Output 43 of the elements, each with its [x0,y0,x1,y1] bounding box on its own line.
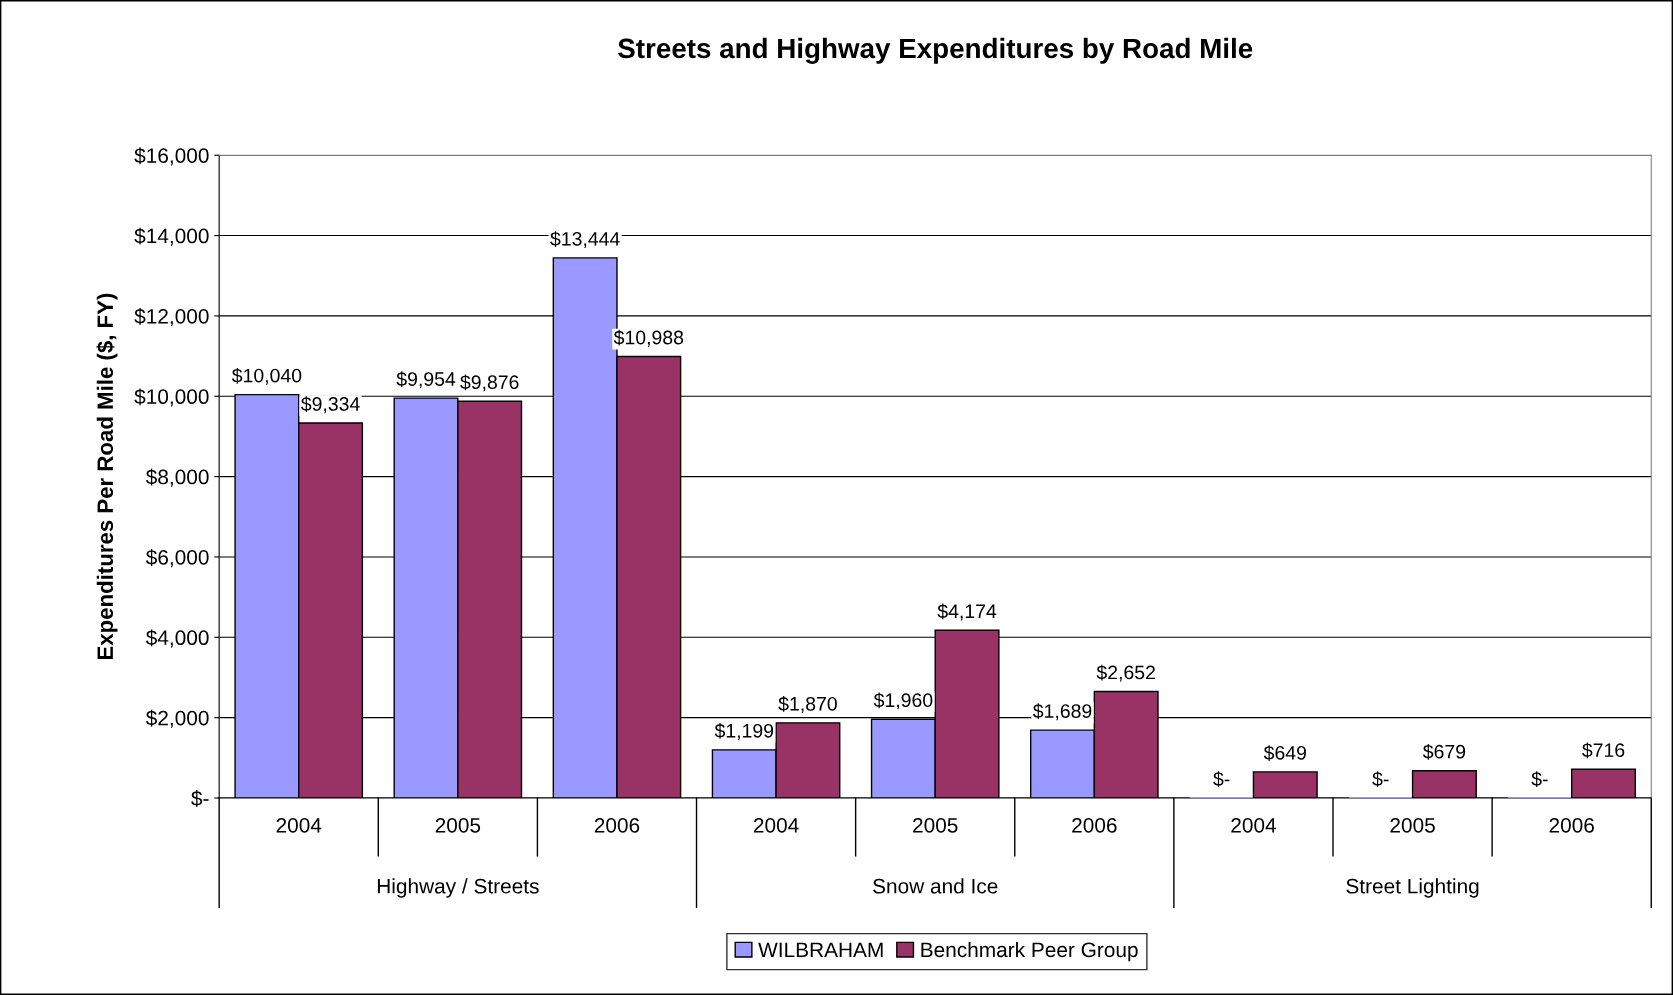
legend-label: Benchmark Peer Group [921,941,1138,962]
text: Snow and Ice [873,878,998,894]
data-label: $4,174 [937,603,997,621]
x-tick-label: 2006 [1549,817,1594,833]
data-label: $- [1531,771,1548,787]
y-axis-title: Expenditures Per Road Mile ($, FY) [96,293,118,660]
data-label: $9,876 [460,374,519,392]
x-tick-label: 2004 [276,817,322,833]
data-label: $13,444 [550,231,620,249]
legend-label: WILBRAHAM [758,942,883,957]
text: Street Lighting [1346,878,1479,898]
data-label: $- [1372,771,1389,787]
x-tick-label: 2006 [1072,817,1117,833]
data-label: $679 [1422,743,1466,760]
chart-title: Streets and Highway Expenditures by Road Mile [618,37,1253,64]
y-tick-label: $8,000 [145,468,209,487]
text: Highway / Streets [377,878,539,898]
data-label: $9,334 [301,396,360,414]
data-label: $10,988 [613,329,684,347]
y-tick-label: $2,000 [145,709,209,728]
y-tick-label: $14,000 [134,227,209,246]
data-label: $1,199 [714,723,774,740]
x-tick-label: 2004 [753,817,799,833]
y-tick-label: $12,000 [134,308,209,327]
x-tick-label: 2005 [1390,817,1435,833]
data-label: $9,954 [396,371,456,389]
data-label: $1,689 [1032,703,1092,721]
y-tick-label: $16,000 [134,147,209,166]
data-label: $1,870 [778,696,837,713]
x-tick-label: 2004 [1231,817,1277,833]
data-label: $2,652 [1096,664,1155,682]
y-tick-label: $4,000 [145,629,209,648]
y-tick-label: $10,000 [134,388,209,407]
data-label: $- [1213,771,1230,787]
y-tick-label: $6,000 [145,549,209,568]
x-tick-label: 2005 [913,817,958,833]
x-tick-label: 2006 [594,817,640,833]
data-label: $1,960 [873,692,933,710]
y-tick-label: $- [191,790,209,807]
x-tick-label: 2005 [435,817,481,833]
data-label: $649 [1263,745,1306,761]
data-label: $716 [1582,742,1625,759]
data-label: $10,040 [231,367,302,385]
